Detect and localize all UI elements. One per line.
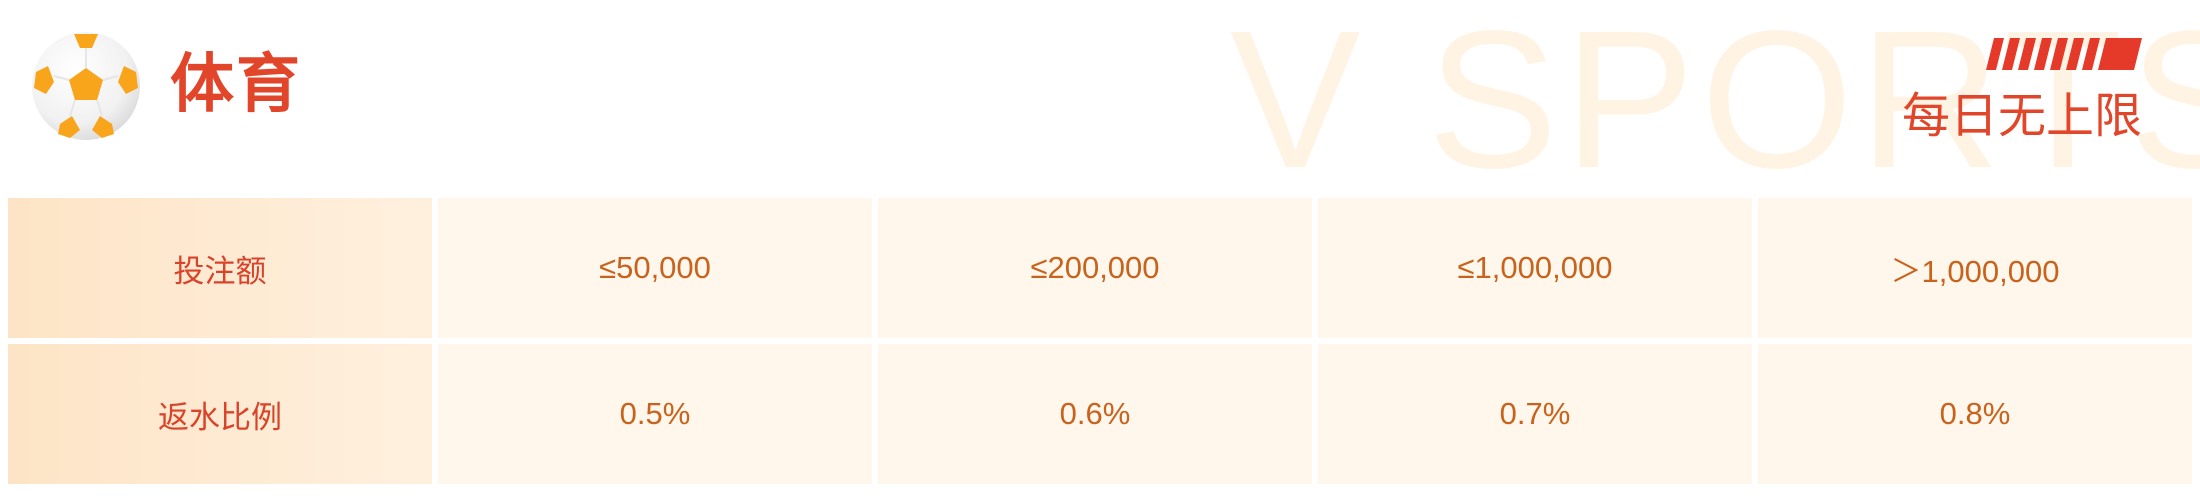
- page-title: 体育: [170, 48, 302, 122]
- promo-slogan: 每日无上限: [1901, 88, 2142, 144]
- table-cell: 0.8%: [1758, 344, 2192, 484]
- table-cell: ≤1,000,000: [1318, 198, 1752, 338]
- table-cell: 0.7%: [1318, 344, 1752, 484]
- brand-watermark: V SPORTS: [1230, 0, 2200, 209]
- stripes-decoration: [1986, 38, 2142, 70]
- table-cell: ≤50,000: [438, 198, 872, 338]
- promo-header: V SPORTS 体育: [0, 0, 2200, 200]
- table-cell: ≤200,000: [878, 198, 1312, 338]
- table-cell: 0.5%: [438, 344, 872, 484]
- soccer-ball-icon: [32, 32, 140, 140]
- row-label-rebate-rate: 返水比例: [8, 344, 432, 484]
- table-cell: 0.6%: [878, 344, 1312, 484]
- rebate-table: 投注额 ≤50,000 ≤200,000 ≤1,000,000 ＞1,000,0…: [8, 198, 2194, 486]
- row-label-bet-amount: 投注额: [8, 198, 432, 338]
- table-cell: ＞1,000,000: [1758, 198, 2192, 338]
